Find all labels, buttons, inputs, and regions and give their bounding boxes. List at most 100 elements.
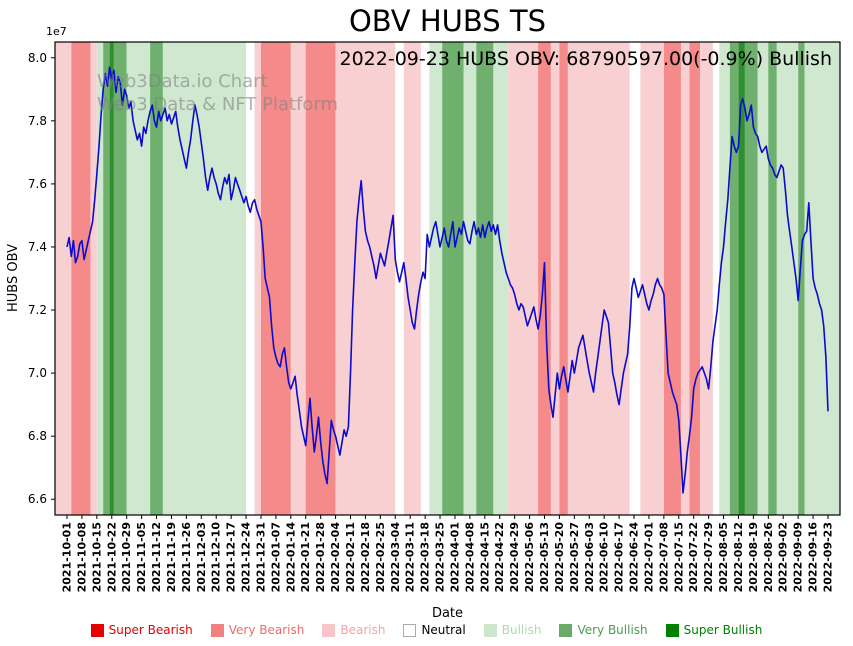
signal-band-bearish xyxy=(254,42,261,515)
legend-label: Super Bullish xyxy=(683,623,763,637)
x-tick-label: 2022-07-15 xyxy=(672,522,685,592)
obv-line xyxy=(66,66,829,494)
x-tick-label: 2022-03-25 xyxy=(434,522,447,592)
y-tick-label: 7.8 xyxy=(28,114,47,128)
signal-band-bearish xyxy=(550,42,560,515)
signal-band-very_bullish xyxy=(150,42,163,515)
x-tick-label: 2022-06-17 xyxy=(613,522,626,592)
signal-band-bullish xyxy=(804,42,840,515)
signal-band-bullish xyxy=(719,42,730,515)
signal-band-very_bullish xyxy=(768,42,777,515)
x-tick-label: 2021-10-22 xyxy=(105,522,118,592)
x-tick-label: 2022-09-02 xyxy=(777,522,790,592)
legend-label: Super Bearish xyxy=(108,623,193,637)
x-tick-label: 2022-01-28 xyxy=(314,522,327,592)
legend-label: Bearish xyxy=(340,623,386,637)
signal-legend: Super Bearish Very Bearish Bearish Neutral B… xyxy=(0,623,853,637)
x-axis-label: Date xyxy=(431,606,464,621)
x-tick-label: 2022-06-10 xyxy=(598,522,611,593)
legend-swatch-icon xyxy=(403,623,417,637)
signal-band-very_bullish xyxy=(103,42,110,515)
signal-band-very_bearish xyxy=(559,42,568,515)
legend-item-bearish: Bearish xyxy=(322,623,385,637)
x-tick-label: 2022-04-22 xyxy=(493,522,506,592)
x-tick-label: 2022-03-18 xyxy=(419,522,432,592)
legend-item-bullish: Bullish xyxy=(483,623,541,637)
x-tick-label: 2022-05-13 xyxy=(538,522,551,592)
x-tick-label: 2022-02-11 xyxy=(344,522,357,592)
x-tick-label: 2022-07-22 xyxy=(687,522,700,592)
signal-band-bullish xyxy=(463,42,477,515)
signal-band-bearish xyxy=(335,42,396,515)
legend-swatch-icon xyxy=(90,623,104,637)
x-tick-label: 2021-12-31 xyxy=(255,522,268,592)
x-tick-label: 2021-12-03 xyxy=(195,522,208,592)
x-tick-label: 2022-09-16 xyxy=(807,522,820,593)
x-tick-label: 2022-04-15 xyxy=(478,522,491,592)
x-tick-label: 2022-07-29 xyxy=(702,522,715,592)
signal-band-bullish xyxy=(429,42,443,515)
x-tick-label: 2022-01-21 xyxy=(299,522,312,592)
signal-band-bullish xyxy=(493,42,509,515)
y-axis-label: HUBS OBV xyxy=(6,244,21,313)
signal-band-super_bullish xyxy=(738,42,745,515)
y-tick-label: 6.8 xyxy=(28,429,47,443)
y-tick-label: 7.0 xyxy=(28,366,47,380)
x-tick-label: 2021-10-08 xyxy=(75,522,88,592)
x-tick-label: 2022-08-19 xyxy=(747,522,760,592)
y-tick-label: 7.6 xyxy=(28,177,47,191)
legend-item-super-bearish: Super Bearish xyxy=(90,623,193,637)
x-tick-label: 2021-10-01 xyxy=(61,522,74,592)
y-axis-offset-text: 1e7 xyxy=(46,25,67,38)
signal-band-bearish xyxy=(403,42,421,515)
x-tick-label: 2021-12-24 xyxy=(240,522,253,593)
signal-band-bearish xyxy=(290,42,306,515)
x-tick-label: 2022-04-08 xyxy=(463,522,476,592)
signal-band-very_bullish xyxy=(744,42,758,515)
signal-band-bearish xyxy=(55,42,72,515)
x-tick-label: 2022-05-27 xyxy=(568,522,581,592)
signal-band-very_bearish xyxy=(663,42,681,515)
x-tick-label: 2022-01-07 xyxy=(269,522,282,592)
signal-band-neutral xyxy=(246,42,255,515)
x-tick-label: 2021-10-29 xyxy=(120,522,133,592)
legend-item-very-bearish: Very Bearish xyxy=(210,623,305,637)
signal-band-very_bullish xyxy=(442,42,464,515)
signal-band-very_bearish xyxy=(689,42,701,515)
signal-band-neutral xyxy=(629,42,641,515)
x-tick-label: 2022-08-26 xyxy=(762,522,775,593)
x-tick-label: 2022-08-05 xyxy=(717,522,730,592)
legend-swatch-icon xyxy=(210,623,224,637)
x-tick-label: 2021-11-26 xyxy=(180,522,193,593)
latest-value-annotation: 2022-09-23 HUBS OBV: 68790597.00(-0.9%) … xyxy=(339,48,832,70)
x-tick-label: 2021-12-10 xyxy=(210,522,223,593)
signal-band-very_bullish xyxy=(798,42,805,515)
signal-band-bearish xyxy=(567,42,630,515)
x-tick-label: 2022-06-03 xyxy=(583,522,596,592)
legend-label: Very Bearish xyxy=(228,623,305,637)
x-tick-label: 2022-04-01 xyxy=(449,522,462,592)
y-tick-label: 7.4 xyxy=(28,240,47,254)
x-tick-label: 2022-05-06 xyxy=(523,522,536,593)
x-tick-label: 2021-12-17 xyxy=(225,522,238,592)
signal-band-very_bearish xyxy=(71,42,91,515)
signal-band-bearish xyxy=(640,42,664,515)
signal-band-bullish xyxy=(757,42,769,515)
legend-swatch-icon xyxy=(322,623,336,637)
x-tick-label: 2022-08-12 xyxy=(732,522,745,592)
x-tick-label: 2021-11-12 xyxy=(150,522,163,592)
x-tick-label: 2022-02-04 xyxy=(329,522,342,593)
signal-band-bearish xyxy=(700,42,713,515)
signal-band-bearish xyxy=(680,42,690,515)
chart-title: OBV HUBS TS xyxy=(348,4,547,38)
x-tick-label: 2022-09-23 xyxy=(822,522,835,592)
signal-band-neutral xyxy=(712,42,720,515)
x-tick-label: 2021-11-19 xyxy=(165,522,178,592)
x-tick-label: 2022-04-29 xyxy=(508,522,521,592)
signal-band-bullish xyxy=(776,42,799,515)
x-tick-label: 2021-10-15 xyxy=(90,522,103,592)
x-tick-label: 2022-02-18 xyxy=(359,522,372,592)
x-tick-label: 2022-02-25 xyxy=(374,522,387,592)
